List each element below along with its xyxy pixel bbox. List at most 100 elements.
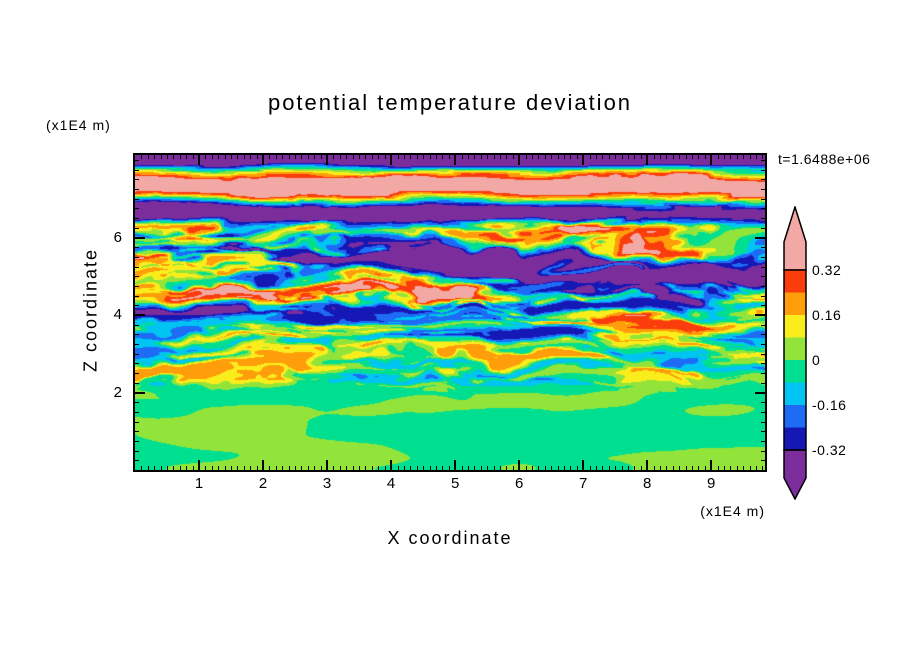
- tick-mark: [641, 466, 642, 470]
- tick-mark: [225, 155, 226, 159]
- tick-mark: [135, 218, 139, 219]
- tick-mark: [730, 155, 731, 159]
- tick-mark: [135, 344, 139, 345]
- tick-mark: [167, 155, 168, 159]
- tick-mark: [276, 466, 277, 470]
- tick-mark: [761, 160, 765, 161]
- tick-mark: [474, 466, 475, 470]
- plot-title: potential temperature deviation: [267, 90, 633, 115]
- tick-mark: [135, 354, 139, 355]
- tick-mark: [679, 155, 680, 159]
- tick-mark: [359, 155, 360, 159]
- tick-mark: [634, 466, 635, 470]
- tick-mark: [135, 247, 139, 248]
- tick-mark: [558, 155, 559, 159]
- tick-mark: [326, 155, 328, 165]
- tick-mark: [698, 155, 699, 159]
- tick-mark: [596, 155, 597, 159]
- tick-mark: [532, 155, 533, 159]
- tick-mark: [570, 466, 571, 470]
- tick-mark: [634, 155, 635, 159]
- tick-mark: [761, 199, 765, 200]
- tick-mark: [269, 155, 270, 159]
- plot-area: [133, 153, 767, 472]
- tick-mark: [526, 155, 527, 159]
- tick-mark: [378, 155, 379, 159]
- tick-mark: [761, 286, 765, 287]
- tick-mark: [755, 314, 765, 316]
- tick-mark: [761, 189, 765, 190]
- tick-mark: [398, 155, 399, 159]
- tick-mark: [761, 179, 765, 180]
- tick-mark: [761, 267, 765, 268]
- tick-mark: [135, 412, 139, 413]
- tick-mark: [761, 228, 765, 229]
- colorbar-tick-label: 0.16: [812, 307, 842, 323]
- tick-mark: [761, 422, 765, 423]
- tick-mark: [135, 237, 145, 239]
- tick-mark: [654, 155, 655, 159]
- tick-mark: [487, 155, 488, 159]
- colorbar-band: [784, 315, 806, 338]
- tick-mark: [686, 155, 687, 159]
- tick-mark: [417, 466, 418, 470]
- tick-mark: [326, 460, 328, 470]
- colorbar-band: [784, 270, 806, 293]
- tick-mark: [762, 155, 763, 159]
- tick-mark: [173, 155, 174, 159]
- tick-mark: [359, 466, 360, 470]
- tick-mark: [135, 441, 139, 442]
- tick-mark: [135, 208, 139, 209]
- contour-field: [135, 155, 765, 470]
- tick-mark: [724, 155, 725, 159]
- colorbar-band: [784, 360, 806, 383]
- tick-mark: [462, 466, 463, 470]
- tick-mark: [148, 466, 149, 470]
- tick-mark: [231, 155, 232, 159]
- tick-mark: [666, 155, 667, 159]
- tick-mark: [761, 247, 765, 248]
- colorbar-tick-label: -0.16: [812, 397, 847, 413]
- tick-mark: [481, 466, 482, 470]
- tick-mark: [295, 155, 296, 159]
- tick-mark: [761, 431, 765, 432]
- tick-mark: [743, 466, 744, 470]
- tick-mark: [398, 466, 399, 470]
- tick-mark: [212, 466, 213, 470]
- tick-mark: [615, 466, 616, 470]
- tick-mark: [321, 466, 322, 470]
- tick-mark: [314, 155, 315, 159]
- tick-mark: [333, 466, 334, 470]
- tick-mark: [761, 305, 765, 306]
- tick-mark: [353, 466, 354, 470]
- tick-mark: [423, 155, 424, 159]
- z-tick-label: 6: [113, 228, 122, 246]
- tick-mark: [295, 466, 296, 470]
- tick-mark: [500, 155, 501, 159]
- colorbar-tick-label: -0.32: [812, 442, 847, 458]
- x-tick-label: 8: [643, 475, 652, 492]
- tick-mark: [698, 466, 699, 470]
- tick-mark: [442, 155, 443, 159]
- tick-mark: [430, 155, 431, 159]
- tick-mark: [301, 466, 302, 470]
- tick-mark: [761, 218, 765, 219]
- tick-mark: [135, 334, 139, 335]
- x-tick-label: 7: [578, 475, 588, 492]
- tick-mark: [755, 392, 765, 394]
- tick-mark: [289, 466, 290, 470]
- tick-mark: [506, 466, 507, 470]
- tick-mark: [538, 155, 539, 159]
- tick-mark: [666, 466, 667, 470]
- tick-mark: [526, 466, 527, 470]
- tick-mark: [346, 466, 347, 470]
- tick-mark: [198, 155, 200, 165]
- colorbar-band: [784, 382, 806, 406]
- tick-mark: [761, 208, 765, 209]
- tick-mark: [761, 451, 765, 452]
- tick-mark: [686, 466, 687, 470]
- tick-mark: [390, 155, 392, 165]
- tick-mark: [513, 155, 514, 159]
- tick-mark: [205, 155, 206, 159]
- tick-mark: [564, 155, 565, 159]
